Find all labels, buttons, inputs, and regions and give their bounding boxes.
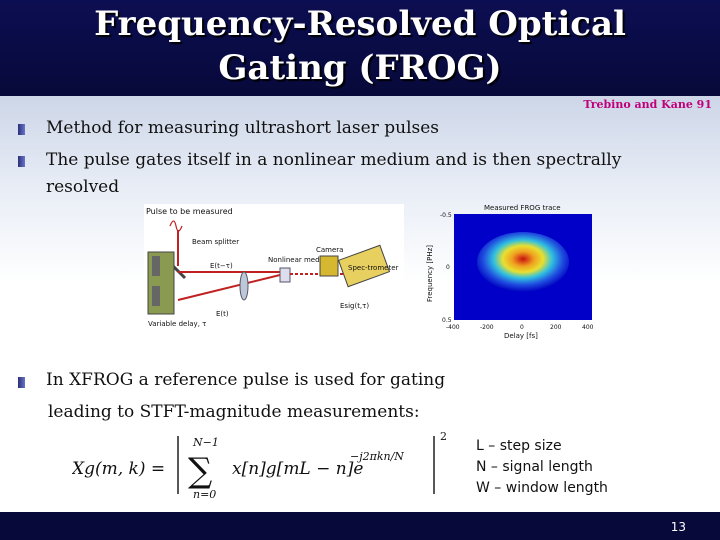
e-t-label: E(t) [216,310,229,318]
equation-power: 2 [440,430,447,443]
equation-lhs: Xg(m, k) = [72,459,165,479]
param-step-size: L – step size [476,438,562,454]
title-bar [0,0,720,96]
e-delayed-label: E(t−τ) [210,262,233,270]
bullet-text-4: leading to STFT-magnitude measurements: [48,402,420,422]
footer-bar [0,512,720,540]
frog-trace-plot: Measured FROG trace -0.5 0 0.5 Frequency… [426,204,594,340]
sum-symbol: ∑ [188,451,212,491]
spectrometer [337,244,391,288]
bullet-marker [18,156,25,167]
x-tick: 0 [520,324,524,331]
frog-setup-diagram: Pulse to be measured Beam splitter Varia… [144,204,404,338]
medium-label: Nonlinear medium [268,256,333,264]
spectrometer-label: Spec-trometer [348,264,398,272]
bullet-marker [18,124,25,135]
y-axis-label: Frequency [PHz] [426,245,434,302]
x-tick: -200 [480,324,494,331]
x-ticks: -400 -200 0 200 400 [446,324,594,331]
bullet-text-1: Method for measuring ultrashort laser pu… [46,118,440,138]
x-axis-label: Delay [fs] [504,332,538,340]
param-signal-length: N – signal length [476,459,593,475]
x-tick: -400 [446,324,460,331]
splitter-label: Beam splitter [192,238,239,246]
parameter-list: L – step size N – signal length W – wind… [476,436,608,499]
slide-title: Frequency-Resolved Optical Gating (FROG) [94,4,626,88]
equation-body: x[n]g[mL − n]e [232,459,363,479]
y-tick: -0.5 [440,212,452,219]
focusing-lens [239,271,249,301]
frog-trace-title: Measured FROG trace [484,204,561,212]
delay-stage [147,251,175,315]
y-tick: 0 [446,264,450,271]
stft-equation: Xg(m, k) = N−1 ∑ n=0 x[n]g[mL − n]e −j2π… [72,430,447,501]
nonlinear-medium [279,267,291,283]
camera [319,255,339,277]
param-window-length: W – window length [476,480,608,496]
sum-lower-limit: n=0 [193,488,216,501]
direct-beam [177,273,285,301]
pulse-label: Pulse to be measured [146,207,233,216]
sum-upper-limit: N−1 [192,436,219,449]
frog-trace-blob [477,232,569,292]
delay-mirror-2 [152,286,160,306]
e-sig-label: Esig(t,τ) [340,302,369,310]
bullet-text-2: The pulse gates itself in a nonlinear me… [46,150,622,197]
x-tick: 200 [550,324,562,331]
equation-exponent: −j2πkn/N [350,450,404,463]
bullet-text-3: In XFROG a reference pulse is used for g… [46,370,446,390]
camera-label: Camera [316,246,343,254]
y-tick: 0.5 [442,317,452,324]
y-ticks: -0.5 0 0.5 [440,212,452,324]
citation: Trebino and Kane 91 [583,98,712,111]
page-number: 13 [670,520,686,534]
x-tick: 400 [582,324,594,331]
bullet-marker [18,377,25,388]
delay-label: Variable delay, τ [148,320,206,328]
delay-mirror-1 [152,256,160,276]
input-pulse [169,220,183,232]
